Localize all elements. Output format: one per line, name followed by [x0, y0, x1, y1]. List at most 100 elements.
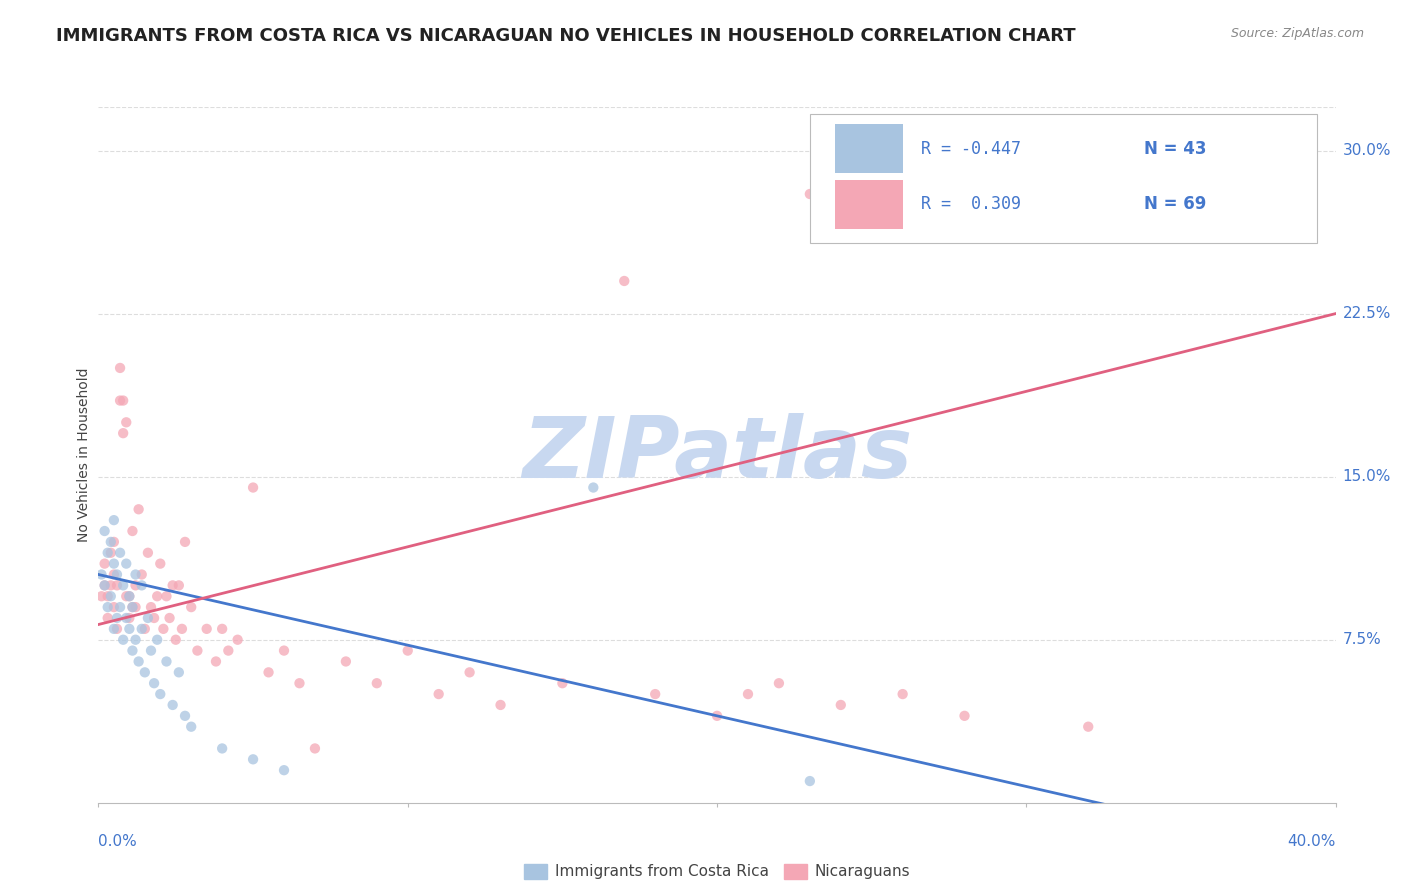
Point — [186, 643, 208, 657]
Point — [131, 622, 153, 636]
Point — [335, 655, 357, 669]
Point — [162, 698, 184, 712]
Point — [242, 752, 264, 766]
Text: 22.5%: 22.5% — [1343, 306, 1391, 321]
Point — [112, 578, 135, 592]
Point — [108, 600, 131, 615]
Text: 40.0%: 40.0% — [1288, 834, 1336, 849]
Point — [100, 578, 122, 592]
Point — [124, 567, 146, 582]
Text: N = 43: N = 43 — [1144, 140, 1206, 158]
Point — [644, 687, 666, 701]
Point — [136, 546, 159, 560]
Point — [118, 611, 141, 625]
Point — [128, 502, 150, 516]
Point — [205, 655, 228, 669]
FancyBboxPatch shape — [835, 125, 903, 173]
Y-axis label: No Vehicles in Household: No Vehicles in Household — [77, 368, 91, 542]
FancyBboxPatch shape — [810, 114, 1317, 243]
Point — [799, 186, 821, 201]
Point — [242, 481, 264, 495]
Point — [103, 513, 125, 527]
Point — [93, 524, 115, 538]
Point — [103, 600, 125, 615]
Point — [799, 774, 821, 789]
Point — [155, 655, 177, 669]
Point — [458, 665, 481, 680]
Point — [97, 546, 120, 560]
Point — [139, 600, 162, 615]
Point — [155, 589, 177, 603]
Point — [100, 546, 122, 560]
Point — [108, 546, 131, 560]
Point — [180, 720, 202, 734]
Point — [396, 643, 419, 657]
Text: R =  0.309: R = 0.309 — [921, 195, 1021, 213]
Point — [149, 557, 172, 571]
Point — [128, 655, 150, 669]
Text: IMMIGRANTS FROM COSTA RICA VS NICARAGUAN NO VEHICLES IN HOUSEHOLD CORRELATION CH: IMMIGRANTS FROM COSTA RICA VS NICARAGUAN… — [56, 27, 1076, 45]
Point — [288, 676, 311, 690]
FancyBboxPatch shape — [835, 180, 903, 229]
Point — [131, 567, 153, 582]
Point — [103, 557, 125, 571]
Point — [139, 643, 162, 657]
Point — [97, 589, 120, 603]
Point — [146, 632, 169, 647]
Point — [1077, 720, 1099, 734]
Point — [143, 676, 166, 690]
Point — [136, 611, 159, 625]
Point — [90, 589, 112, 603]
Point — [93, 578, 115, 592]
Point — [103, 622, 125, 636]
Point — [121, 643, 143, 657]
Point — [108, 393, 131, 408]
Point — [124, 632, 146, 647]
Point — [103, 567, 125, 582]
Point — [162, 578, 184, 592]
Text: 7.5%: 7.5% — [1343, 632, 1382, 648]
Point — [134, 665, 156, 680]
Point — [131, 578, 153, 592]
Point — [195, 622, 218, 636]
Text: ZIPatlas: ZIPatlas — [522, 413, 912, 497]
Point — [97, 611, 120, 625]
Point — [115, 611, 138, 625]
Point — [174, 708, 197, 723]
Point — [427, 687, 450, 701]
Point — [118, 622, 141, 636]
Point — [211, 622, 233, 636]
Point — [366, 676, 388, 690]
Point — [105, 578, 128, 592]
Point — [551, 676, 574, 690]
Point — [174, 535, 197, 549]
Point — [146, 589, 169, 603]
Point — [167, 578, 190, 592]
Point — [121, 524, 143, 538]
Point — [112, 426, 135, 441]
Text: 0.0%: 0.0% — [98, 834, 138, 849]
Point — [582, 481, 605, 495]
Point — [112, 393, 135, 408]
Point — [105, 611, 128, 625]
Point — [273, 763, 295, 777]
Point — [257, 665, 280, 680]
Point — [167, 665, 190, 680]
Point — [143, 611, 166, 625]
Point — [93, 557, 115, 571]
Point — [737, 687, 759, 701]
Point — [226, 632, 249, 647]
Point — [93, 578, 115, 592]
Point — [830, 698, 852, 712]
Point — [211, 741, 233, 756]
Point — [134, 622, 156, 636]
Point — [105, 622, 128, 636]
Point — [112, 632, 135, 647]
Point — [768, 676, 790, 690]
Point — [115, 415, 138, 429]
Point — [152, 622, 174, 636]
Point — [115, 589, 138, 603]
Point — [159, 611, 181, 625]
Point — [97, 600, 120, 615]
Point — [489, 698, 512, 712]
